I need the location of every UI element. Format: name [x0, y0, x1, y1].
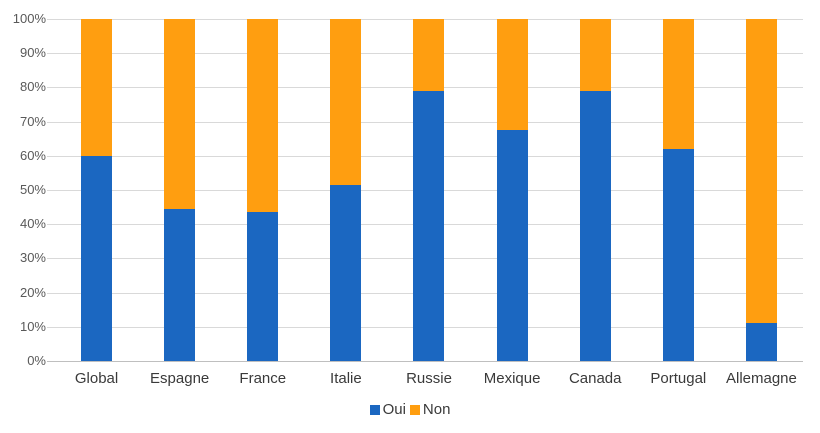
legend-swatch-oui: [369, 404, 380, 415]
bar-column: [221, 19, 304, 361]
bar-segment-oui: [579, 90, 611, 361]
stacked-bar: [247, 19, 279, 361]
bar-segment-oui: [247, 212, 279, 361]
stacked-bar: [496, 19, 528, 361]
category-label: Canada: [568, 370, 622, 387]
bar-column: [304, 19, 387, 361]
legend-label-oui: Oui: [382, 401, 406, 418]
bar-segment-oui: [81, 155, 113, 361]
y-tick-label: 90%: [19, 45, 46, 61]
y-tick-label: 50%: [19, 182, 46, 197]
stacked-bar: [413, 19, 445, 361]
y-tick-label: 0%: [27, 353, 46, 368]
bar-column: [55, 19, 138, 361]
stacked-bar: [164, 19, 196, 361]
bar-column: [138, 19, 221, 361]
bar-column: [387, 19, 470, 361]
category-label: Mexique: [483, 370, 541, 387]
y-tick-label: 20%: [19, 284, 46, 300]
stacked-bar: [745, 19, 777, 361]
category-label: Allemagne: [725, 370, 797, 387]
legend-swatch-non: [409, 404, 420, 415]
category-label: Espagne: [150, 370, 210, 387]
bar-segment-non: [247, 19, 279, 213]
legend: Oui Non: [0, 401, 820, 418]
y-tick-label: 80%: [19, 79, 46, 95]
bar-segment-oui: [496, 130, 528, 361]
bar-column: [554, 19, 637, 361]
y-tick-label: 100%: [12, 11, 46, 26]
category-label: Russie: [406, 370, 452, 387]
legend-label-non: Non: [422, 401, 451, 418]
bar-column: [720, 19, 803, 361]
y-tick-label: 30%: [19, 250, 46, 266]
y-tick-label: 60%: [19, 147, 46, 163]
bar-segment-non: [579, 19, 611, 91]
bar-segment-oui: [164, 208, 196, 361]
bar-segment-non: [330, 19, 362, 185]
category-label: Global: [74, 370, 119, 387]
stacked-bar: [662, 19, 694, 361]
bar-segment-non: [413, 19, 445, 91]
bar-segment-oui: [330, 184, 362, 361]
bar-segment-non: [745, 19, 777, 324]
category-label: Italie: [330, 370, 362, 387]
plot-area: [47, 19, 803, 362]
y-tick-label: 70%: [19, 113, 46, 129]
stacked-bar: [81, 19, 113, 361]
bar-segment-non: [662, 19, 694, 149]
bar-column: [637, 19, 720, 361]
category-label: France: [239, 370, 287, 387]
legend-item-non: Non: [409, 401, 451, 418]
bar-segment-oui: [745, 323, 777, 361]
bar-segment-non: [164, 19, 196, 209]
bar-column: [471, 19, 554, 361]
x-axis-line: [47, 361, 803, 362]
bar-segment-non: [81, 19, 113, 156]
y-tick-label: 10%: [19, 318, 46, 334]
stacked-bar: [330, 19, 362, 361]
category-label: Portugal: [650, 370, 707, 387]
bar-segment-non: [496, 19, 528, 131]
legend-item-oui: Oui: [369, 401, 406, 418]
bar-segment-oui: [662, 148, 694, 361]
bar-segment-oui: [413, 90, 445, 361]
y-tick-label: 40%: [19, 216, 46, 232]
stacked-bar: [579, 19, 611, 361]
